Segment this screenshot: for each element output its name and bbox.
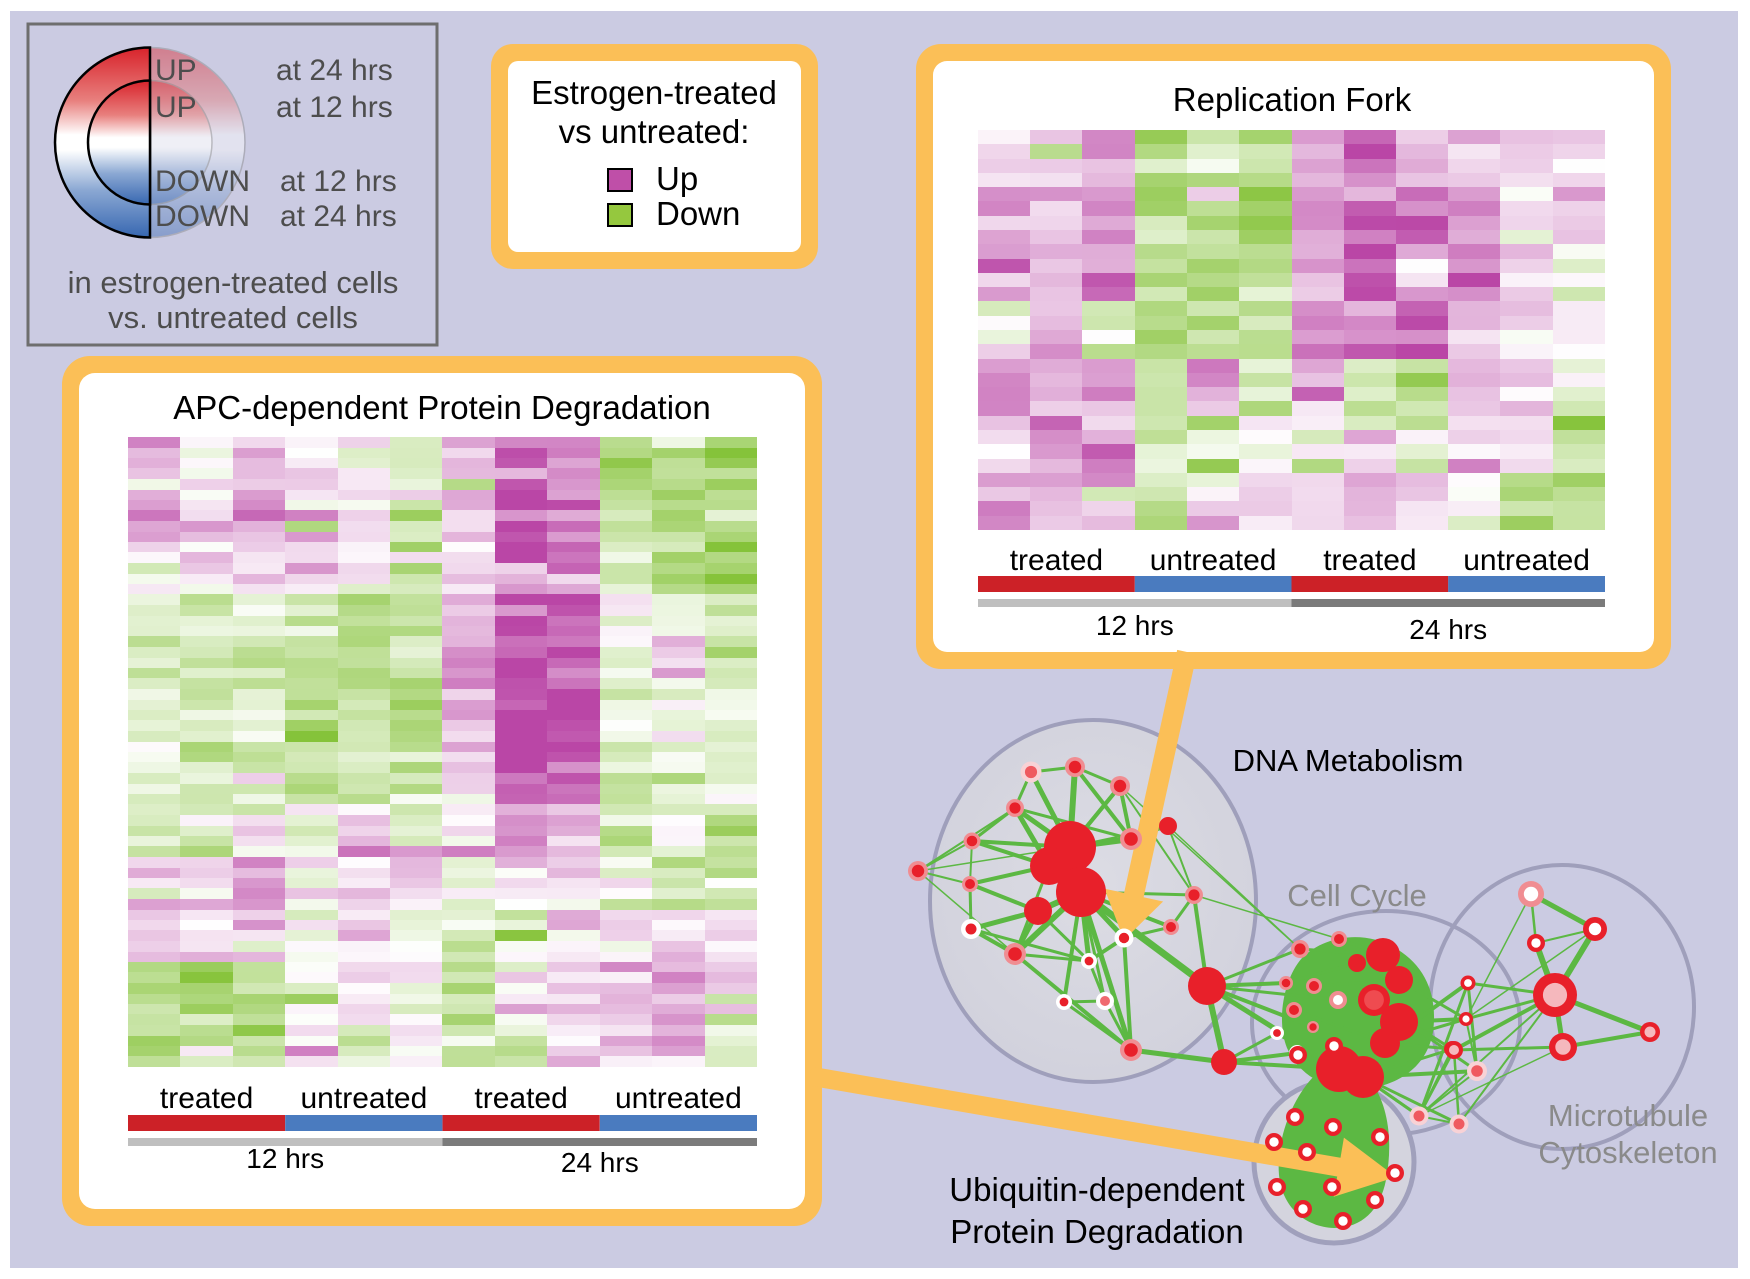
svg-text:Cytoskeleton: Cytoskeleton [1538, 1135, 1717, 1170]
svg-text:Down: Down [656, 195, 740, 232]
svg-text:treated: treated [1010, 544, 1103, 577]
svg-text:Protein Degradation: Protein Degradation [950, 1213, 1244, 1250]
svg-text:24 hrs: 24 hrs [1409, 614, 1487, 645]
svg-text:untreated: untreated [615, 1082, 742, 1115]
svg-text:untreated: untreated [1150, 544, 1277, 577]
svg-text:Replication Fork: Replication Fork [1173, 81, 1412, 118]
svg-text:DNA Metabolism: DNA Metabolism [1233, 743, 1464, 778]
svg-text:at 24 hrs: at 24 hrs [280, 200, 397, 233]
svg-text:vs untreated:: vs untreated: [559, 113, 750, 150]
svg-text:24 hrs: 24 hrs [561, 1147, 639, 1178]
svg-text:Ubiquitin-dependent: Ubiquitin-dependent [949, 1171, 1244, 1208]
svg-text:APC-dependent Protein Degradat: APC-dependent Protein Degradation [173, 389, 711, 426]
svg-text:12 hrs: 12 hrs [246, 1143, 324, 1174]
svg-text:Microtubule: Microtubule [1548, 1098, 1708, 1133]
svg-text:Up: Up [656, 160, 698, 197]
svg-text:UP: UP [155, 54, 197, 87]
svg-text:untreated: untreated [1463, 544, 1590, 577]
svg-text:12 hrs: 12 hrs [1096, 610, 1174, 641]
svg-text:treated: treated [160, 1082, 253, 1115]
svg-text:DOWN: DOWN [155, 165, 250, 198]
svg-text:Cell Cycle: Cell Cycle [1287, 878, 1427, 913]
svg-text:untreated: untreated [301, 1082, 428, 1115]
svg-text:vs. untreated cells: vs. untreated cells [108, 300, 358, 335]
svg-text:in estrogen-treated cells: in estrogen-treated cells [68, 265, 399, 300]
svg-text:DOWN: DOWN [155, 200, 250, 233]
svg-text:at 24 hrs: at 24 hrs [276, 54, 393, 87]
svg-text:Estrogen-treated: Estrogen-treated [531, 74, 777, 111]
svg-text:treated: treated [1323, 544, 1416, 577]
svg-text:treated: treated [474, 1082, 567, 1115]
svg-text:at 12 hrs: at 12 hrs [276, 91, 393, 124]
svg-text:UP: UP [155, 91, 197, 124]
svg-text:at 12 hrs: at 12 hrs [280, 165, 397, 198]
